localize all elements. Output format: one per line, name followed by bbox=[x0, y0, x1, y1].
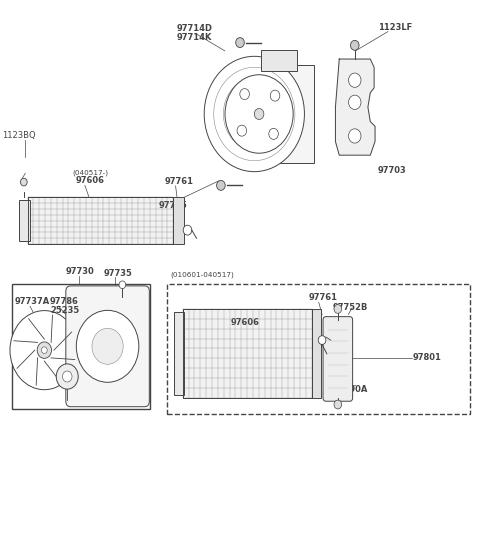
Text: 97714K: 97714K bbox=[177, 33, 212, 42]
Bar bbox=[28, 198, 173, 244]
Bar bbox=[28, 198, 173, 244]
FancyBboxPatch shape bbox=[323, 317, 353, 401]
Text: 97714D: 97714D bbox=[177, 24, 213, 33]
Circle shape bbox=[204, 56, 304, 172]
Circle shape bbox=[21, 178, 27, 186]
Bar bbox=[174, 312, 184, 395]
Text: 97703: 97703 bbox=[377, 166, 406, 174]
Bar bbox=[19, 200, 30, 241]
Circle shape bbox=[216, 181, 225, 190]
Text: 97752B: 97752B bbox=[333, 304, 369, 312]
Circle shape bbox=[183, 225, 192, 235]
Text: 97735: 97735 bbox=[104, 269, 133, 278]
Circle shape bbox=[56, 364, 78, 389]
Text: (010601-040517): (010601-040517) bbox=[171, 272, 235, 278]
Circle shape bbox=[225, 75, 293, 153]
Circle shape bbox=[76, 310, 139, 383]
Text: (040517-): (040517-) bbox=[72, 169, 108, 176]
Circle shape bbox=[119, 281, 126, 289]
Text: 97730: 97730 bbox=[66, 267, 95, 276]
Bar bbox=[245, 65, 314, 163]
Bar bbox=[173, 198, 184, 244]
Text: 97801: 97801 bbox=[413, 353, 442, 362]
Bar bbox=[183, 309, 312, 398]
Circle shape bbox=[237, 125, 247, 136]
Text: 97690A: 97690A bbox=[333, 385, 369, 394]
Bar bbox=[262, 50, 297, 71]
Circle shape bbox=[37, 342, 51, 358]
Circle shape bbox=[348, 73, 361, 87]
Circle shape bbox=[10, 311, 79, 390]
Circle shape bbox=[41, 347, 47, 353]
Circle shape bbox=[240, 89, 250, 99]
Text: 1123LF: 1123LF bbox=[378, 23, 413, 32]
Text: 97786: 97786 bbox=[50, 298, 79, 306]
FancyBboxPatch shape bbox=[66, 286, 149, 407]
Bar bbox=[168, 284, 470, 415]
Circle shape bbox=[334, 400, 342, 409]
Circle shape bbox=[62, 371, 72, 382]
Circle shape bbox=[270, 90, 280, 101]
Bar bbox=[183, 309, 312, 398]
Circle shape bbox=[236, 38, 244, 47]
Polygon shape bbox=[336, 59, 375, 155]
Text: 97737A: 97737A bbox=[14, 298, 49, 306]
Bar bbox=[312, 309, 321, 398]
Circle shape bbox=[318, 336, 326, 344]
Text: 97606: 97606 bbox=[230, 318, 260, 327]
Text: 97761: 97761 bbox=[309, 294, 338, 302]
Circle shape bbox=[350, 40, 359, 50]
Text: 25235: 25235 bbox=[50, 306, 79, 315]
Text: 97705: 97705 bbox=[159, 201, 188, 210]
Circle shape bbox=[348, 129, 361, 143]
Bar bbox=[12, 284, 150, 409]
Circle shape bbox=[254, 109, 264, 119]
Text: 97761: 97761 bbox=[165, 177, 193, 186]
Circle shape bbox=[92, 328, 123, 364]
Circle shape bbox=[334, 305, 342, 314]
Circle shape bbox=[348, 95, 361, 109]
Circle shape bbox=[269, 129, 278, 139]
Text: 97606: 97606 bbox=[75, 177, 104, 185]
Text: 1123BQ: 1123BQ bbox=[2, 131, 36, 140]
